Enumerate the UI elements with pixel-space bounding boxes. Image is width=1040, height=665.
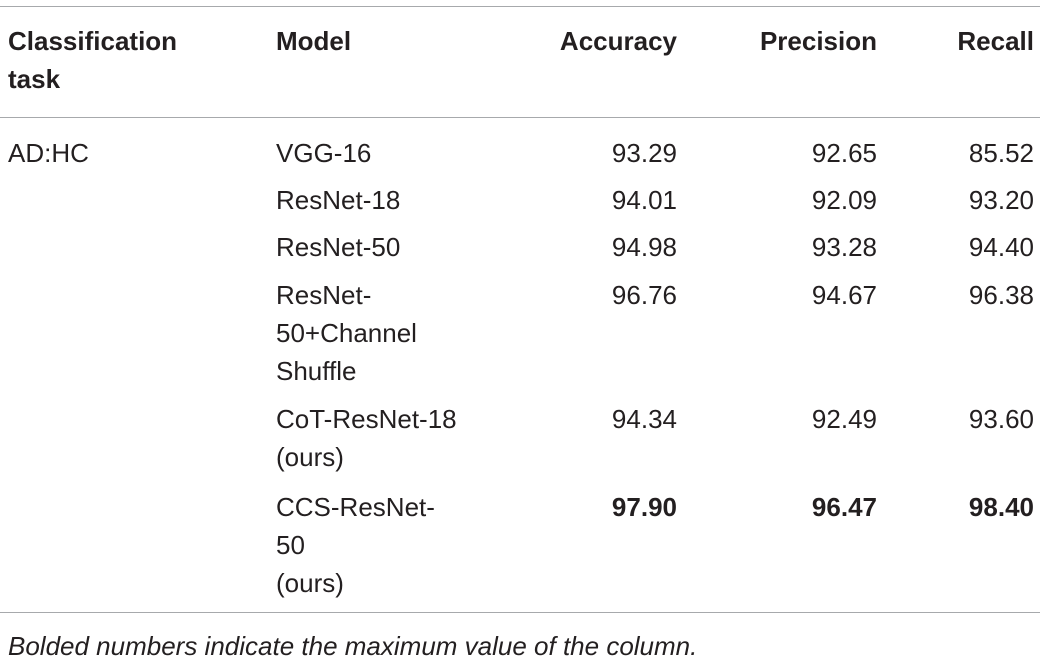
model-name-line: 50+Channel	[276, 318, 417, 348]
model-name-line: ResNet-18	[276, 185, 401, 215]
row-recall-max: 98.40	[968, 492, 1034, 522]
row-precision: 94.67	[811, 280, 877, 310]
row-precision-max: 96.47	[811, 492, 877, 522]
header-accuracy: Accuracy	[559, 26, 677, 56]
model-name-line: (ours)	[276, 568, 344, 598]
row-accuracy: 94.98	[611, 232, 677, 262]
row-model-ccs-resnet50: CCS-ResNet- 50 (ours)	[276, 488, 435, 602]
row-model-vgg16: VGG-16	[276, 134, 371, 172]
row-accuracy: 94.01	[611, 185, 677, 215]
row-model-resnet50-channel-shuffle: ResNet- 50+Channel Shuffle	[276, 276, 417, 390]
row-recall: 96.38	[968, 280, 1034, 310]
row-recall: 93.60	[968, 404, 1034, 434]
model-name-line: Shuffle	[276, 356, 357, 386]
header-task-line-1: Classification	[8, 26, 178, 56]
header-precision: Precision	[759, 26, 877, 56]
table-top-rule	[0, 6, 1040, 7]
model-name-line: CoT-ResNet-18	[276, 404, 457, 434]
model-name-line: ResNet-50	[276, 232, 401, 262]
row-precision: 92.49	[811, 404, 877, 434]
row-accuracy: 96.76	[611, 280, 677, 310]
header-separator-rule	[0, 117, 1040, 118]
row-accuracy: 94.34	[611, 404, 677, 434]
row-precision: 93.28	[811, 232, 877, 262]
model-name-line: (ours)	[276, 442, 344, 472]
header-recall: Recall	[957, 26, 1034, 56]
header-classification-task: Classification task	[8, 22, 177, 98]
row-recall: 94.40	[968, 232, 1034, 262]
table-footnote: Bolded numbers indicate the maximum valu…	[8, 631, 698, 661]
model-name-line: ResNet-	[276, 280, 372, 310]
header-task-line-2: task	[8, 64, 61, 94]
row-accuracy-max: 97.90	[611, 492, 677, 522]
model-name-line: VGG-16	[276, 138, 372, 168]
row-precision: 92.65	[811, 138, 877, 168]
row-model-resnet18: ResNet-18	[276, 181, 400, 219]
model-name-line: CCS-ResNet-	[276, 492, 435, 522]
row-model-cot-resnet18: CoT-ResNet-18 (ours)	[276, 400, 457, 476]
row-model-resnet50: ResNet-50	[276, 228, 400, 266]
row-precision: 92.09	[811, 185, 877, 215]
model-name-line: 50	[276, 530, 305, 560]
row-recall: 93.20	[968, 185, 1034, 215]
row-accuracy: 93.29	[611, 138, 677, 168]
header-model: Model	[276, 26, 352, 56]
table-bottom-rule	[0, 612, 1040, 613]
task-label: AD:HC	[8, 138, 89, 168]
row-recall: 85.52	[968, 138, 1034, 168]
